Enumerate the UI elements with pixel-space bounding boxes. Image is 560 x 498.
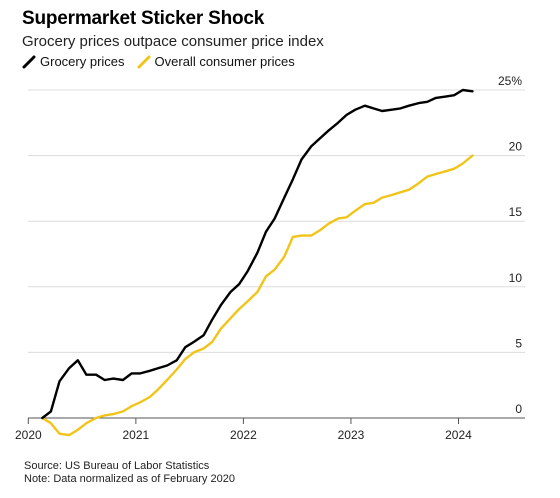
series-line-1 (41, 154, 474, 437)
footnotes: Source: US Bureau of Labor Statistics No… (24, 460, 235, 486)
y-tick-label-1: 5 (515, 336, 522, 350)
x-tick-label-2: 2022 (230, 428, 257, 442)
chart-subtitle: Grocery prices outpace consumer price in… (22, 33, 324, 50)
y-tick-label-0: 0 (515, 402, 522, 416)
series-line-0 (41, 88, 474, 420)
y-tick-label-3: 15 (509, 205, 523, 219)
legend-swatch-grocery-icon (22, 55, 36, 68)
data-note: Note: Data normalized as of February 202… (24, 473, 235, 485)
source-note: Source: US Bureau of Labor Statistics (24, 460, 210, 472)
y-tick-label-2: 10 (509, 271, 523, 285)
legend-item-cpi: Overall consumer prices (137, 54, 295, 69)
x-tick-label-4: 2024 (445, 428, 472, 442)
legend-label-cpi: Overall consumer prices (154, 54, 295, 69)
chart-title: Supermarket Sticker Shock (22, 8, 265, 29)
x-tick-label-3: 2023 (338, 428, 365, 442)
y-tick-label-5: 25% (498, 74, 522, 88)
legend-swatch-cpi-icon (137, 55, 151, 68)
x-tick-label-1: 2021 (123, 428, 150, 442)
y-tick-label-4: 20 (509, 140, 523, 154)
x-tick-label-0: 2020 (15, 428, 42, 442)
legend-label-grocery: Grocery prices (40, 54, 125, 69)
legend-item-grocery: Grocery prices (22, 54, 125, 69)
legend: Grocery prices Overall consumer prices (22, 54, 307, 69)
